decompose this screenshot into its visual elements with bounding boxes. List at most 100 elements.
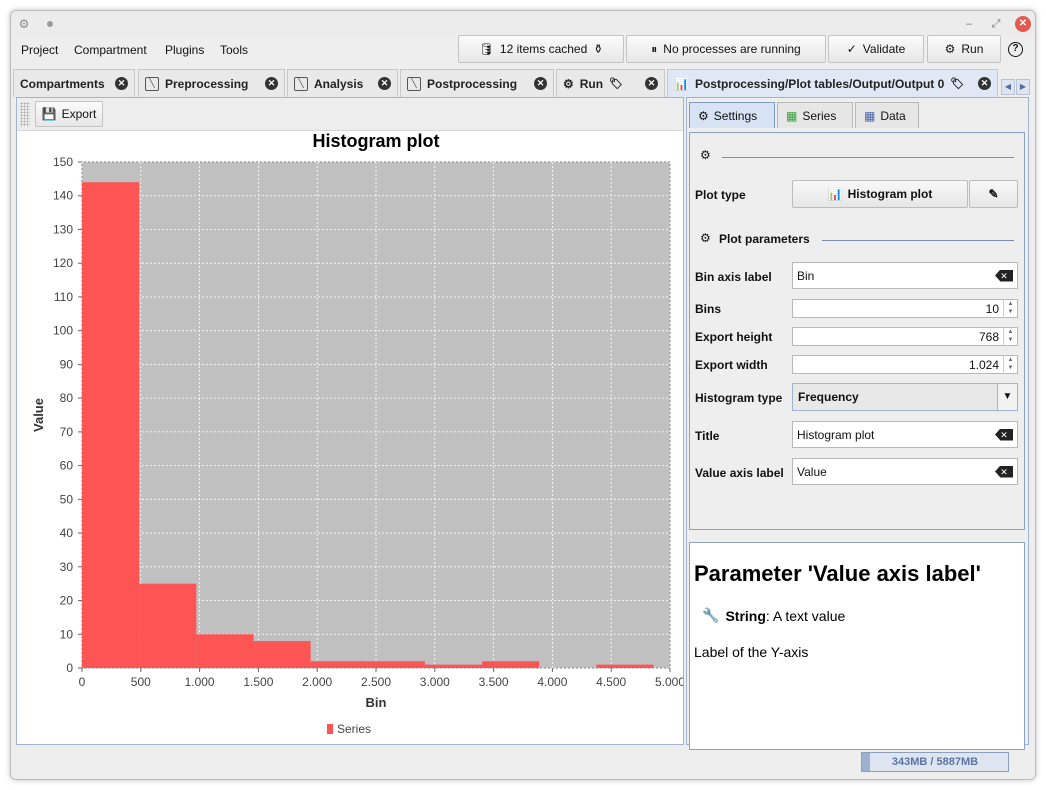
bins-label: Bins xyxy=(695,302,722,316)
help-icon[interactable]: ? xyxy=(1008,42,1023,57)
title-value: Histogram plot xyxy=(797,427,875,442)
histogram-bar xyxy=(310,661,368,668)
bin-axis-label-field[interactable]: Bin ✕ xyxy=(792,262,1018,289)
menu-plugins[interactable]: Plugins xyxy=(165,43,205,57)
run-label: Run xyxy=(961,42,984,56)
close-tab-icon[interactable]: ✕ xyxy=(115,77,128,90)
plot-type-label: Plot type xyxy=(695,188,746,202)
tab-analysis[interactable]: ╲ Analysis ✕ xyxy=(287,69,398,97)
title-bar: ⚙ – ⤢ ✕ xyxy=(11,11,1035,37)
validate-button[interactable]: ✓ Validate xyxy=(828,35,924,63)
cache-label: 12 items cached xyxy=(499,42,588,56)
bins-spinner[interactable]: 10 ▲ ▼ xyxy=(792,299,1018,318)
value-axis-label-field[interactable]: Value ✕ xyxy=(792,458,1018,485)
toolbar-grip[interactable] xyxy=(20,102,30,127)
close-tab-icon[interactable]: ✕ xyxy=(978,77,991,90)
tab-settings[interactable]: ⚙ Settings xyxy=(689,102,775,128)
pin-icon[interactable] xyxy=(47,21,53,27)
x-tick-label: 3.000 xyxy=(420,675,450,689)
close-tab-icon[interactable]: ✕ xyxy=(645,77,658,90)
save-icon: 💾 xyxy=(41,107,57,121)
histogram-bar xyxy=(367,661,425,668)
histogram-type-value: Frequency xyxy=(798,390,859,404)
clear-cache-icon: ⚱ xyxy=(593,42,604,56)
tab-scroll-right-icon[interactable]: ▶ xyxy=(1016,79,1030,95)
tab-data[interactable]: ▦ Data xyxy=(855,102,919,128)
histogram-bar xyxy=(596,664,654,668)
tag-icon: 🏷 xyxy=(950,78,965,90)
tab-scroll-left-icon[interactable]: ◀ xyxy=(1001,79,1015,95)
maximize-icon[interactable]: ⤢ xyxy=(991,18,1001,30)
histogram-bar xyxy=(482,661,540,668)
settings-content: ⚙ Plot type 📊 Histogram plot ✎ ⚙ Plot pa… xyxy=(689,132,1025,530)
export-button[interactable]: 💾 Export xyxy=(35,101,103,127)
close-tab-icon[interactable]: ✕ xyxy=(534,77,547,90)
gear-icon: ⚙ xyxy=(944,42,956,56)
plot-type-button[interactable]: 📊 Histogram plot xyxy=(792,180,968,208)
y-tick-label: 90 xyxy=(60,357,74,371)
y-tick-label: 110 xyxy=(54,290,73,304)
clear-icon[interactable]: ✕ xyxy=(995,465,1013,478)
tab-series[interactable]: ▦ Series xyxy=(777,102,853,128)
plot-toolbar: 💾 Export xyxy=(17,98,683,131)
plot-panel: 💾 Export Histogram plot 0 500 1.000 1.500 2.0… xyxy=(16,97,685,745)
series-icon: ▦ xyxy=(786,108,798,123)
y-tick-label: 80 xyxy=(60,391,74,405)
chart-area: Histogram plot 0 500 1.000 1.500 2.000 2.500 3.… xyxy=(17,131,685,744)
tab-compartments[interactable]: Compartments ✕ xyxy=(13,69,135,97)
minimize-icon[interactable]: – xyxy=(965,18,973,30)
y-tick-label: 150 xyxy=(53,155,73,169)
close-window-icon[interactable]: ✕ xyxy=(1015,16,1031,32)
legend-label: Series xyxy=(337,722,371,736)
export-height-spinner[interactable]: 768 ▲ ▼ xyxy=(792,327,1018,346)
export-width-spinner[interactable]: 1.024 ▲ ▼ xyxy=(792,355,1018,374)
y-tick-label: 120 xyxy=(53,256,73,270)
chevron-down-icon[interactable]: ▼ xyxy=(997,384,1017,410)
histogram-bar xyxy=(253,641,311,668)
gear-icon: ⚙ xyxy=(700,148,711,162)
tab-label: Series xyxy=(802,108,837,123)
tab-label: Run xyxy=(579,76,604,91)
cache-button[interactable]: 🛢 12 items cached ⚱ xyxy=(458,35,624,63)
gear-icon: ⚙ xyxy=(700,231,711,245)
legend-swatch xyxy=(327,724,333,734)
close-tab-icon[interactable]: ✕ xyxy=(265,77,278,90)
gear-icon: ⚙ xyxy=(698,108,709,123)
y-tick-label: 100 xyxy=(53,324,73,338)
x-tick-label: 500 xyxy=(131,675,151,689)
clear-icon[interactable]: ✕ xyxy=(995,269,1013,282)
tab-postprocessing[interactable]: ╲ Postprocessing ✕ xyxy=(400,69,554,97)
chart-icon: 📊 xyxy=(827,187,843,201)
title-field[interactable]: Histogram plot ✕ xyxy=(792,421,1018,448)
memory-indicator[interactable]: 343MB / 5887MB xyxy=(861,752,1009,772)
menu-tools[interactable]: Tools xyxy=(220,43,249,57)
tab-plot-output[interactable]: 📊 Postprocessing/Plot tables/Output/Outp… xyxy=(667,69,998,97)
histogram-type-select[interactable]: Frequency ▼ xyxy=(792,383,1018,411)
menu-project[interactable]: Project xyxy=(21,43,59,57)
spinner-arrows-icon[interactable]: ▲ ▼ xyxy=(1003,300,1017,317)
edit-plot-type-button[interactable]: ✎ xyxy=(969,180,1018,208)
plot-parameters-heading: Plot parameters xyxy=(719,232,810,246)
graph-icon: ╲ xyxy=(294,76,308,91)
run-button[interactable]: ⚙ Run xyxy=(927,35,1001,63)
spinner-arrows-icon[interactable]: ▲ ▼ xyxy=(1003,328,1017,345)
processes-button[interactable]: ⏸ No processes are running xyxy=(626,35,826,63)
histogram-bar xyxy=(424,664,483,668)
x-tick-label: 1.500 xyxy=(243,675,273,689)
export-label: Export xyxy=(61,107,97,121)
spinner-arrows-icon[interactable]: ▲ ▼ xyxy=(1003,356,1017,373)
menu-compartment[interactable]: Compartment xyxy=(74,43,147,57)
help-type-name: String xyxy=(725,607,766,624)
pencil-icon: ✎ xyxy=(988,187,999,201)
clear-icon[interactable]: ✕ xyxy=(995,428,1013,441)
close-tab-icon[interactable]: ✕ xyxy=(378,77,391,90)
menu-bar: Project Compartment Plugins Tools xyxy=(11,37,1035,67)
chart-title: Histogram plot xyxy=(312,132,439,151)
help-description: Label of the Y-axis xyxy=(694,644,809,660)
pause-icon: ⏸ xyxy=(651,41,658,56)
tab-preprocessing[interactable]: ╲ Preprocessing ✕ xyxy=(138,69,285,97)
table-icon: ▦ xyxy=(864,108,876,123)
tab-run[interactable]: ⚙ Run 🏷 ✕ xyxy=(556,69,665,97)
y-axis-label: Value xyxy=(31,398,46,432)
